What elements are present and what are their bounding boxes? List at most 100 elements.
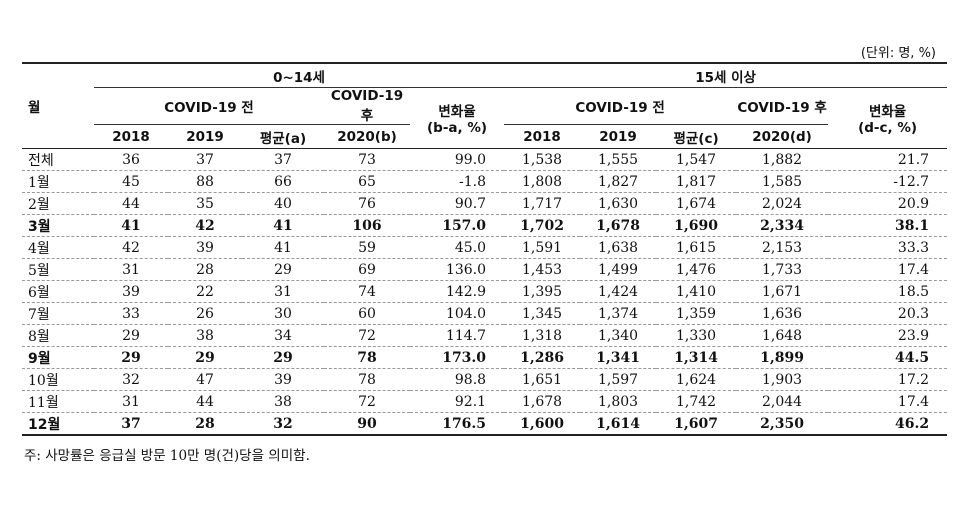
- header-change-b: 변화율 (d-c, %): [828, 88, 947, 149]
- value-avg-a: 38: [242, 390, 324, 413]
- value-avg-c: 1,624: [656, 368, 737, 391]
- value-change-a: 90.7: [410, 192, 505, 215]
- header-pre-covid-a: COVID-19 전: [94, 87, 324, 125]
- value-2020-b: 65: [324, 170, 410, 193]
- mortality-table: 월 0~14세 15세 이상 COVID-19 전 COVID-19 후 변화율…: [22, 62, 948, 436]
- value-2020-d: 1,899: [736, 346, 829, 369]
- value-2020-b: 69: [324, 258, 410, 281]
- value-2020-b: 78: [324, 368, 410, 391]
- value-2019-a: 35: [168, 192, 242, 215]
- value-avg-c: 1,615: [656, 236, 737, 259]
- header-post-covid-a: COVID-19 후: [324, 87, 410, 125]
- value-2018-a: 29: [94, 346, 168, 369]
- value-2018-b: 1,453: [504, 258, 581, 281]
- value-2020-d: 1,648: [736, 324, 829, 347]
- table-row: 5월 31 28 29 69 136.0 1,453 1,499 1,476 1,733 17.4: [22, 258, 948, 281]
- header-avg-a: 평균(a): [242, 124, 324, 149]
- value-2019-a: 29: [168, 346, 242, 369]
- value-2018-b: 1,651: [504, 368, 581, 391]
- value-change-a: 173.0: [410, 346, 505, 369]
- header-2018-b: 2018: [504, 124, 581, 149]
- value-avg-c: 1,742: [656, 390, 737, 413]
- table-row: 9월 29 29 29 78 173.0 1,286 1,341 1,314 1,899 44.5: [22, 346, 948, 369]
- value-2018-a: 31: [94, 390, 168, 413]
- value-change-a: 104.0: [410, 302, 505, 325]
- value-2018-b: 1,678: [504, 390, 581, 413]
- value-2020-d: 1,585: [736, 170, 829, 193]
- value-avg-c: 1,314: [656, 346, 737, 369]
- table-body: 전체 36 37 37 73 99.0 1,538 1,555 1,547 1,882 21.7 1월…: [22, 148, 948, 436]
- value-avg-c: 1,674: [656, 192, 737, 215]
- month-cell: 3월: [22, 214, 94, 237]
- value-2019-b: 1,424: [580, 280, 657, 303]
- value-avg-a: 32: [242, 412, 324, 436]
- table-row: 7월 33 26 30 60 104.0 1,345 1,374 1,359 1,636 20.3: [22, 302, 948, 325]
- value-2020-b: 90: [324, 412, 410, 436]
- value-2020-d: 2,024: [736, 192, 829, 215]
- value-2020-d: 1,636: [736, 302, 829, 325]
- value-2020-d: 1,671: [736, 280, 829, 303]
- value-2020-d: 2,334: [736, 214, 829, 237]
- value-2020-d: 1,733: [736, 258, 829, 281]
- value-2019-a: 22: [168, 280, 242, 303]
- value-avg-c: 1,476: [656, 258, 737, 281]
- month-cell: 8월: [22, 324, 94, 347]
- value-avg-a: 29: [242, 258, 324, 281]
- month-cell: 10월: [22, 368, 94, 391]
- table-row: 1월 45 88 66 65 -1.8 1,808 1,827 1,817 1,585 -12.7: [22, 170, 948, 193]
- month-cell: 5월: [22, 258, 94, 281]
- value-2019-b: 1,827: [580, 170, 657, 193]
- value-2018-a: 31: [94, 258, 168, 281]
- value-2020-b: 72: [324, 324, 410, 347]
- value-2018-a: 44: [94, 192, 168, 215]
- value-2018-b: 1,808: [504, 170, 581, 193]
- value-change-b: 17.2: [828, 368, 948, 391]
- value-2020-b: 59: [324, 236, 410, 259]
- value-2019-a: 88: [168, 170, 242, 193]
- value-2019-a: 44: [168, 390, 242, 413]
- header-change-a-formula: (b-a, %): [426, 120, 488, 136]
- value-change-b: -12.7: [828, 170, 948, 193]
- header-avg-c: 평균(c): [656, 124, 737, 149]
- value-2019-b: 1,597: [580, 368, 657, 391]
- value-change-b: 17.4: [828, 258, 948, 281]
- value-2019-b: 1,803: [580, 390, 657, 413]
- value-2018-b: 1,345: [504, 302, 581, 325]
- value-2020-b: 73: [324, 148, 410, 171]
- header-change-a-label: 변화율: [438, 104, 476, 120]
- header-2020-d: 2020(d): [736, 124, 829, 149]
- month-cell: 2월: [22, 192, 94, 215]
- month-cell: 7월: [22, 302, 94, 325]
- header-change-a: 변화율 (b-a, %): [410, 88, 504, 149]
- value-2018-a: 32: [94, 368, 168, 391]
- value-2018-a: 33: [94, 302, 168, 325]
- value-avg-a: 37: [242, 148, 324, 171]
- value-2018-a: 41: [94, 214, 168, 237]
- value-change-a: 99.0: [410, 148, 505, 171]
- value-2019-a: 37: [168, 148, 242, 171]
- value-2018-b: 1,395: [504, 280, 581, 303]
- unit-note: (단위: 명, %): [860, 46, 936, 61]
- value-avg-a: 66: [242, 170, 324, 193]
- value-2018-a: 36: [94, 148, 168, 171]
- header-change-b-formula: (d-c, %): [858, 120, 918, 136]
- month-cell: 6월: [22, 280, 94, 303]
- table-row: 전체 36 37 37 73 99.0 1,538 1,555 1,547 1,882 21.7: [22, 148, 948, 171]
- value-change-b: 20.9: [828, 192, 948, 215]
- value-2020-b: 76: [324, 192, 410, 215]
- value-change-a: 176.5: [410, 412, 505, 436]
- value-2018-b: 1,717: [504, 192, 581, 215]
- value-2019-a: 38: [168, 324, 242, 347]
- value-avg-a: 31: [242, 280, 324, 303]
- value-2018-b: 1,538: [504, 148, 581, 171]
- value-2020-d: 1,903: [736, 368, 829, 391]
- value-avg-c: 1,410: [656, 280, 737, 303]
- value-2019-b: 1,340: [580, 324, 657, 347]
- value-avg-a: 41: [242, 236, 324, 259]
- value-change-a: 92.1: [410, 390, 505, 413]
- header-2019-b: 2019: [580, 124, 657, 149]
- month-cell: 12월: [22, 412, 94, 436]
- value-change-b: 18.5: [828, 280, 948, 303]
- value-2018-a: 45: [94, 170, 168, 193]
- table-row: 2월 44 35 40 76 90.7 1,717 1,630 1,674 2,024 20.9: [22, 192, 948, 215]
